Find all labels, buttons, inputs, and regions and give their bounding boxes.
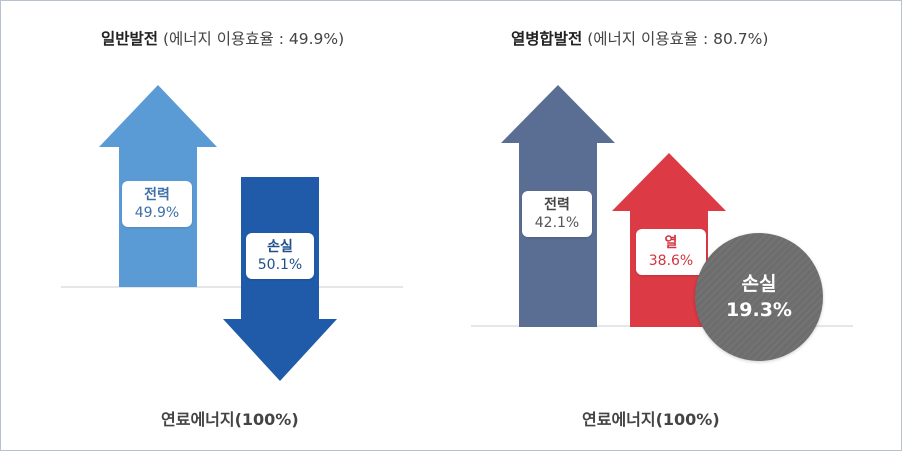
right-loss-value: 19.3%: [726, 299, 792, 321]
right-loss-name: 손실: [741, 273, 777, 295]
left-title: 일반발전 (에너지 이용효율 : 49.9%): [101, 27, 344, 49]
right-power-value: 42.1%: [534, 215, 580, 231]
left-power-value: 49.9%: [134, 205, 180, 221]
left-loss-arrow-icon: [223, 177, 337, 381]
left-power-name: 전력: [144, 187, 170, 203]
left-title-sub: (에너지 이용효율 : 49.9%): [158, 30, 345, 48]
left-loss-value: 50.1%: [257, 257, 303, 273]
right-title-strong: 열병합발전: [511, 30, 583, 48]
right-footer: 연료에너지(100%): [582, 410, 720, 429]
right-power-label: 전력 42.1%: [522, 191, 592, 237]
left-title-strong: 일반발전: [101, 30, 159, 48]
right-loss-circle: 손실 19.3%: [695, 233, 823, 361]
right-heat-value: 38.6%: [648, 253, 694, 269]
right-heat-name: 열: [664, 235, 678, 251]
left-loss-label: 손실 50.1%: [246, 233, 314, 279]
right-title: 열병합발전 (에너지 이용효율 : 80.7%): [511, 27, 768, 49]
left-power-label: 전력 49.9%: [122, 181, 192, 227]
right-heat-label: 열 38.6%: [636, 229, 706, 275]
left-footer: 연료에너지(100%): [161, 410, 299, 429]
right-power-name: 전력: [544, 197, 570, 213]
left-loss-name: 손실: [267, 239, 293, 255]
left-baseline: [61, 286, 403, 288]
right-title-sub: (에너지 이용효율 : 80.7%): [582, 30, 769, 48]
